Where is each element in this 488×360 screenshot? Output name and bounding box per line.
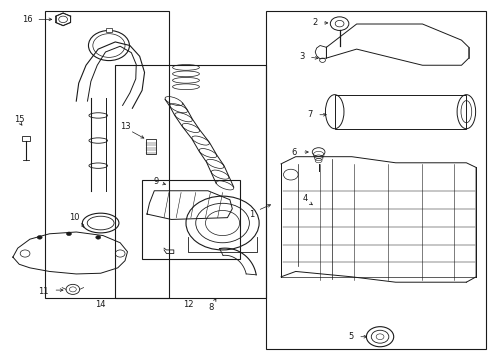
Circle shape	[66, 232, 71, 235]
Circle shape	[66, 284, 80, 294]
Text: 12: 12	[183, 300, 193, 309]
Text: 10: 10	[69, 213, 80, 222]
Circle shape	[370, 330, 388, 343]
Text: 9: 9	[153, 176, 158, 185]
Circle shape	[69, 287, 76, 292]
Text: 16: 16	[22, 15, 32, 24]
Bar	[266, 12, 485, 348]
Text: 8: 8	[208, 303, 214, 312]
Text: 2: 2	[312, 18, 317, 27]
Text: 11: 11	[38, 287, 49, 296]
Text: 6: 6	[291, 148, 296, 157]
Bar	[115, 65, 266, 298]
Bar	[146, 139, 156, 154]
Bar	[44, 12, 168, 298]
Bar	[106, 28, 112, 32]
Bar	[334, 95, 466, 129]
Circle shape	[96, 235, 101, 239]
Text: 15: 15	[14, 114, 24, 123]
Text: 1: 1	[249, 210, 254, 219]
Text: 3: 3	[298, 53, 304, 62]
Bar	[142, 180, 239, 259]
Text: 4: 4	[302, 194, 307, 203]
Circle shape	[37, 235, 42, 239]
Text: 7: 7	[307, 110, 312, 119]
Text: 13: 13	[120, 122, 130, 131]
Text: 5: 5	[347, 332, 353, 341]
Bar	[22, 136, 30, 140]
Circle shape	[366, 327, 393, 347]
Text: 14: 14	[95, 300, 106, 309]
